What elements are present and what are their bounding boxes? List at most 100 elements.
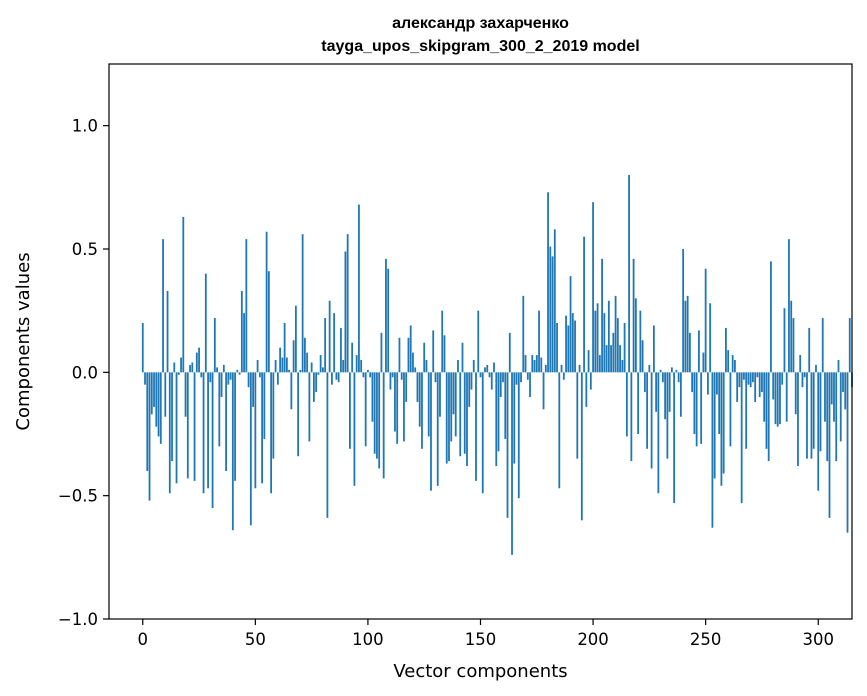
bar-206 [605, 345, 608, 373]
bar-114 [398, 337, 401, 373]
bar-223 [643, 372, 646, 393]
bar-12 [168, 372, 171, 494]
bar-54 [263, 372, 266, 439]
bar-92 [349, 372, 351, 449]
bar-85 [333, 313, 336, 373]
bar-254 [713, 372, 716, 479]
bar-21 [189, 364, 191, 373]
bar-51 [256, 360, 259, 373]
bar-98 [362, 372, 365, 378]
bar-186 [560, 364, 563, 373]
bar-34 [218, 372, 221, 447]
y-tick-label-4: 1.0 [72, 117, 98, 136]
bar-269 [747, 372, 750, 385]
bar-240 [682, 249, 685, 373]
bar-242 [686, 295, 689, 373]
bar-52 [258, 372, 261, 378]
bar-17 [180, 357, 182, 373]
x-tick-label-300: 300 [802, 630, 834, 649]
bar-214 [623, 323, 626, 373]
bar-58 [272, 372, 275, 459]
bar-280 [772, 372, 775, 400]
bar-292 [799, 355, 802, 373]
bar-60 [276, 372, 279, 385]
bar-298 [812, 372, 815, 449]
bar-301 [819, 372, 822, 452]
bar-87 [337, 372, 340, 383]
bar-156 [493, 362, 495, 373]
bar-103 [373, 372, 376, 454]
bar-61 [279, 347, 282, 373]
bar-11 [166, 290, 169, 373]
bar-13 [171, 372, 173, 462]
bar-31 [211, 372, 214, 508]
bar-112 [394, 372, 396, 432]
bar-48 [249, 372, 252, 526]
bar-47 [247, 372, 250, 388]
bar-30 [209, 372, 212, 383]
bar-296 [808, 327, 811, 373]
bar-24 [195, 352, 198, 373]
bar-276 [763, 372, 766, 422]
bar-221 [639, 310, 642, 373]
bar-127 [427, 372, 430, 437]
bar-283 [779, 372, 781, 425]
bar-108 [385, 258, 387, 373]
x-tick-label-200: 200 [577, 630, 609, 649]
chart-title-line2: tayga_upos_skipgram_300_2_2019 model [321, 38, 639, 55]
bar-275 [761, 372, 763, 393]
bar-210 [614, 295, 617, 373]
bar-267 [743, 372, 745, 380]
bar-65 [288, 369, 291, 373]
bar-314 [848, 318, 851, 373]
bar-41 [234, 372, 236, 481]
bar-205 [603, 313, 606, 373]
bar-251 [707, 372, 709, 395]
bar-4 [150, 372, 153, 415]
bar-133 [441, 310, 444, 373]
bar-110 [389, 372, 392, 390]
bar-6 [155, 372, 158, 427]
bar-228 [655, 372, 658, 412]
bar-207 [607, 300, 610, 373]
bar-70 [299, 369, 302, 373]
bar-148 [475, 372, 477, 481]
bar-271 [752, 372, 754, 383]
bar-277 [765, 372, 768, 449]
bar-189 [567, 325, 570, 373]
bar-262 [731, 355, 734, 373]
bar-151 [481, 372, 484, 494]
bar-143 [463, 372, 466, 454]
bar-177 [540, 357, 543, 373]
bar-169 [522, 295, 525, 373]
bar-282 [776, 372, 779, 427]
bar-135 [445, 372, 448, 464]
bar-286 [785, 372, 788, 422]
bar-141 [459, 372, 462, 457]
bar-1 [144, 372, 146, 385]
bar-187 [562, 372, 565, 380]
bar-215 [625, 372, 628, 437]
bar-188 [565, 315, 567, 373]
bar-166 [515, 372, 518, 385]
bar-77 [315, 372, 318, 393]
bar-288 [790, 300, 793, 373]
bar-144 [466, 372, 468, 467]
bar-172 [529, 372, 531, 397]
bar-18 [182, 216, 185, 373]
bar-191 [571, 313, 574, 373]
bar-3 [148, 372, 151, 501]
bar-273 [756, 372, 759, 378]
bar-183 [553, 229, 556, 373]
bar-295 [806, 372, 808, 459]
bar-25 [198, 347, 200, 373]
bar-45 [243, 313, 245, 373]
bar-212 [619, 345, 621, 373]
bar-304 [826, 372, 829, 462]
bar-179 [544, 364, 547, 373]
bar-57 [270, 372, 273, 494]
bar-102 [371, 372, 374, 422]
bar-200 [592, 202, 594, 373]
bar-72 [303, 337, 306, 373]
bar-305 [828, 372, 831, 518]
